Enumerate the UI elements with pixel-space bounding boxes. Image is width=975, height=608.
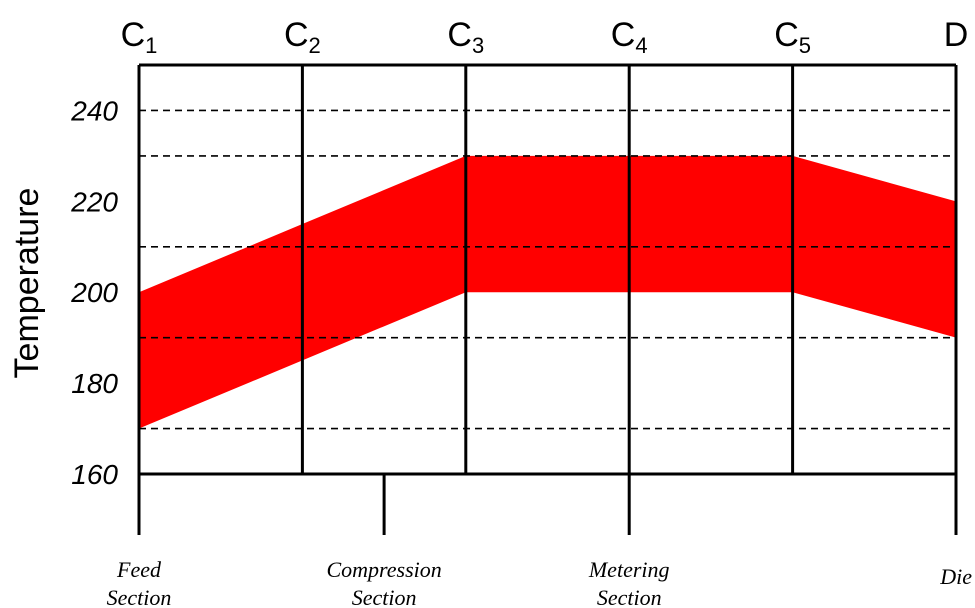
y-tick-label-220: 220 <box>70 186 118 217</box>
temperature-band-0 <box>139 155 956 429</box>
zone-label-c5: C5 <box>774 16 811 58</box>
zone-label-c1: C1 <box>121 16 158 58</box>
zone-label-c3: C3 <box>447 16 484 58</box>
zone-label-d: D <box>944 16 969 54</box>
y-tick-label-240: 240 <box>70 95 118 126</box>
y-axis-label: Temperature <box>8 188 46 379</box>
section-label-1-line1: Feed <box>116 557 162 582</box>
section-label-2-line1: Compression <box>326 557 441 582</box>
section-label-3-line2: Section <box>597 585 662 608</box>
zone-label-c2: C2 <box>284 16 321 58</box>
y-tick-label-160: 160 <box>71 459 118 490</box>
y-tick-label-180: 180 <box>71 368 118 399</box>
zone-label-c4: C4 <box>611 16 648 58</box>
section-label-2-line2: Section <box>352 585 417 608</box>
y-tick-label-200: 200 <box>70 277 118 308</box>
section-label-3-line1: Metering <box>588 557 670 582</box>
section-label-1-line2: Section <box>107 585 172 608</box>
section-label-4-line2: Die <box>939 564 972 589</box>
